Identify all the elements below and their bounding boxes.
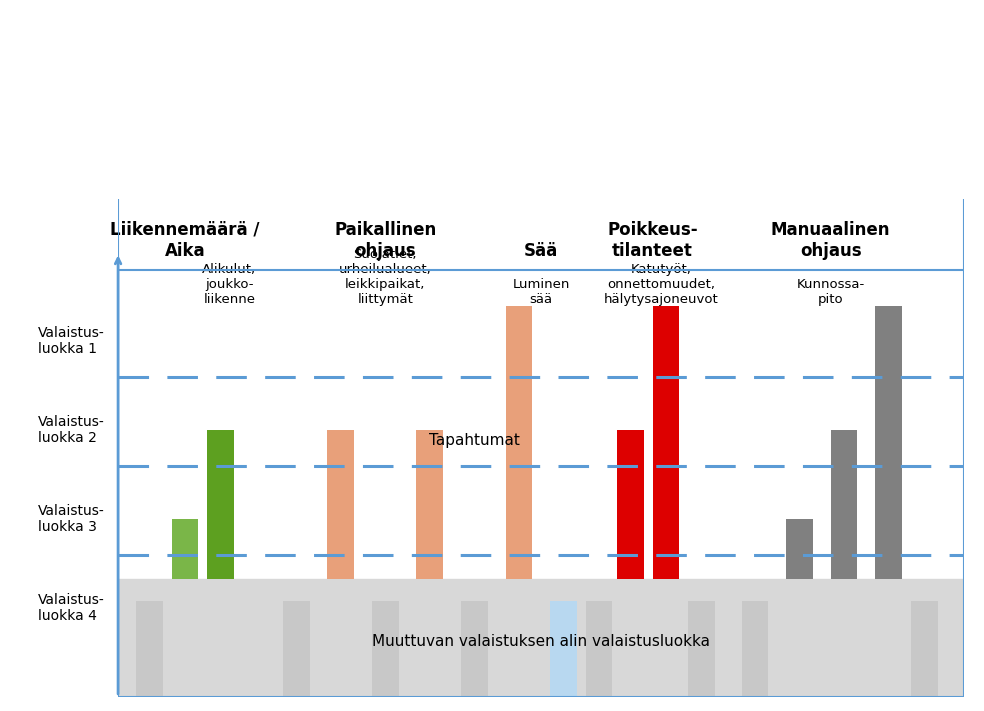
Bar <box>742 601 769 697</box>
Text: Muuttuvan valaistuksen alin valaistusluokka: Muuttuvan valaistuksen alin valaistusluo… <box>372 634 710 649</box>
Bar <box>282 601 310 697</box>
Text: Luminen
sää: Luminen sää <box>513 278 570 306</box>
Bar <box>652 306 679 579</box>
Text: Suojatiet,
urheilualueet,
leikkipaikat,
liittymät: Suojatiet, urheilualueet, leikkipaikat, … <box>338 247 432 306</box>
Bar <box>830 430 857 579</box>
Bar <box>208 430 234 579</box>
Text: Valaistus-
luokka 3: Valaistus- luokka 3 <box>38 504 104 534</box>
Text: Paikallinen
ohjaus: Paikallinen ohjaus <box>335 220 437 260</box>
Bar <box>171 519 198 579</box>
Bar <box>550 601 577 697</box>
Bar <box>688 601 715 697</box>
Text: Liikennemäärä /
Aika: Liikennemäärä / Aika <box>110 220 260 260</box>
Bar <box>911 601 938 697</box>
Bar <box>786 519 813 579</box>
Text: Manuaalinen
ohjaus: Manuaalinen ohjaus <box>770 220 891 260</box>
Text: Poikkeus-
tilanteet: Poikkeus- tilanteet <box>607 220 698 260</box>
Bar <box>328 430 354 579</box>
Text: Valaistus-
luokka 1: Valaistus- luokka 1 <box>38 326 104 356</box>
Bar <box>136 601 162 697</box>
Bar <box>416 430 443 579</box>
Bar <box>506 306 532 579</box>
Text: Alikulut,
joukko-
liikenne: Alikulut, joukko- liikenne <box>203 263 257 306</box>
Text: Katutyöt,
onnettomuudet,
hälytysajoneuvot: Katutyöt, onnettomuudet, hälytysajoneuvo… <box>604 263 719 306</box>
Text: Tapahtumat: Tapahtumat <box>429 433 520 448</box>
Bar <box>118 579 964 697</box>
Bar <box>372 601 399 697</box>
Bar <box>875 306 902 579</box>
Bar <box>585 601 612 697</box>
Text: Valaistus-
luokka 2: Valaistus- luokka 2 <box>38 415 104 445</box>
Text: Kunnossa-
pito: Kunnossa- pito <box>797 278 865 306</box>
Text: Sää: Sää <box>524 242 558 260</box>
Bar <box>617 430 644 579</box>
Bar <box>461 601 488 697</box>
Text: Valaistus-
luokka 4: Valaistus- luokka 4 <box>38 593 104 623</box>
